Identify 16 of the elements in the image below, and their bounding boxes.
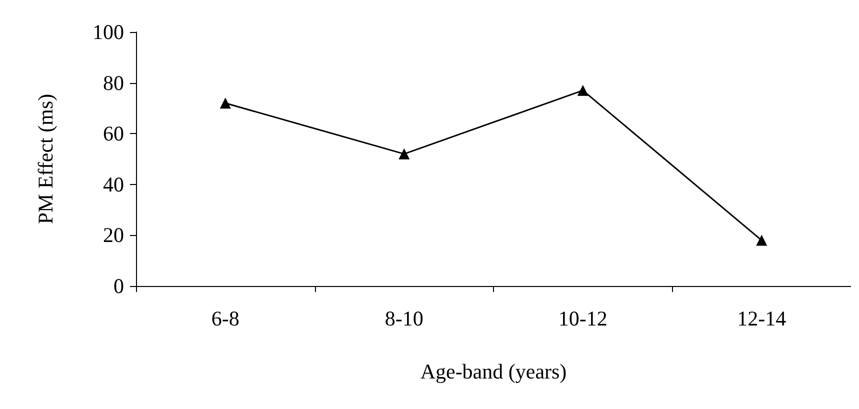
y-tick-label: 20 (103, 223, 124, 248)
y-tick-label: 40 (103, 172, 124, 196)
point (577, 84, 588, 96)
y-tick-label: 60 (103, 122, 124, 146)
y-axis-title: PM Effect (ms) (34, 94, 58, 224)
x-tick-label: 10-12 (558, 306, 608, 330)
point (398, 148, 410, 160)
x-tick-label: 8-10 (384, 306, 424, 330)
x-tick-label: 12-14 (737, 306, 787, 330)
y-tick-label: 100 (92, 20, 124, 44)
x-axis-title: Age-band (years) (420, 360, 567, 384)
y-tick-label: 80 (103, 70, 124, 95)
x-tick-label: 6-8 (211, 306, 240, 330)
y-tick-label: 0 (114, 274, 124, 298)
point (220, 98, 231, 109)
point (756, 234, 768, 246)
